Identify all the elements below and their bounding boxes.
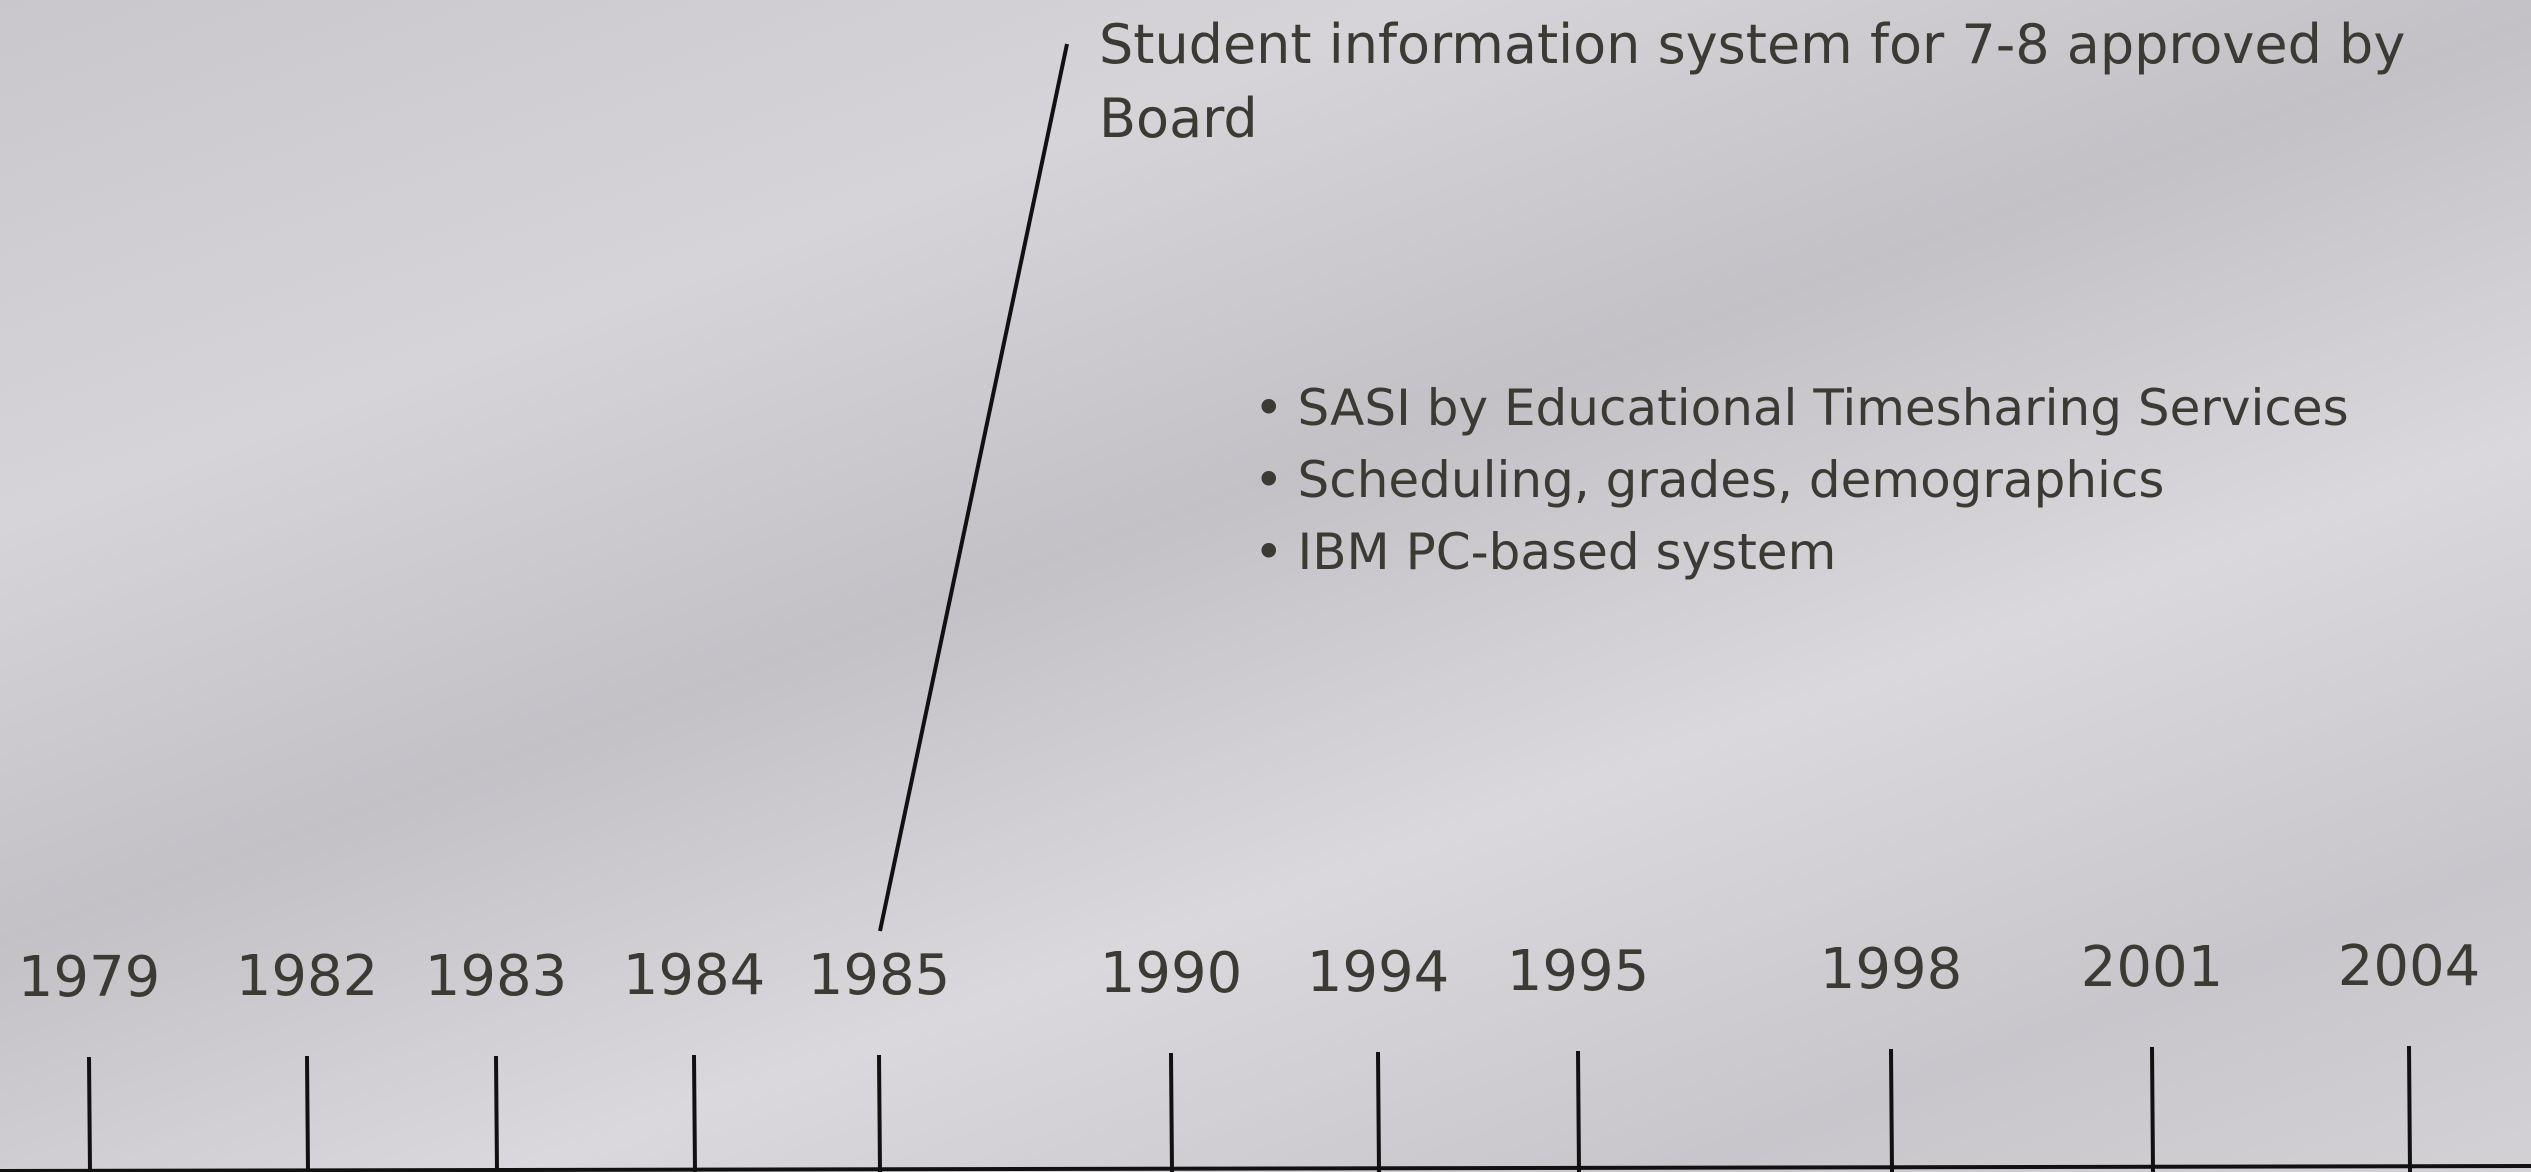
year-tick [1889,1048,1894,1172]
year-label: 2001 [2081,935,2224,1000]
year-tick [1376,1051,1381,1172]
year-label: 1983 [425,944,568,1009]
year-tick [1576,1050,1581,1172]
year-label: 1982 [236,944,379,1009]
year-tick [2407,1045,2412,1172]
bullet-list: SASI by Educational Timesharing Services… [1254,372,2349,588]
year-label: 1979 [18,945,161,1010]
year-label: 1994 [1307,940,1450,1005]
year-tick [877,1054,882,1172]
year-label: 1985 [808,943,951,1008]
year-tick [494,1055,499,1172]
bullet: IBM PC-based system [1254,516,2349,588]
year-tick [305,1055,310,1172]
year-tick [87,1056,92,1172]
year-tick [692,1054,697,1172]
year-label: 1998 [1820,937,1963,1002]
year-label: 1990 [1100,941,1243,1006]
year-label: 1984 [623,943,766,1008]
year-label: 2004 [2338,934,2481,999]
headline: Student information system for 7-8 appro… [1099,13,2406,150]
callout-line [878,43,1069,932]
year-tick [2150,1046,2155,1172]
year-label: 1995 [1507,939,1650,1004]
axis-line [0,1164,2531,1172]
year-tick [1169,1052,1174,1172]
bullet: Scheduling, grades, demographics [1254,444,2349,516]
bullet: SASI by Educational Timesharing Services [1254,372,2349,444]
